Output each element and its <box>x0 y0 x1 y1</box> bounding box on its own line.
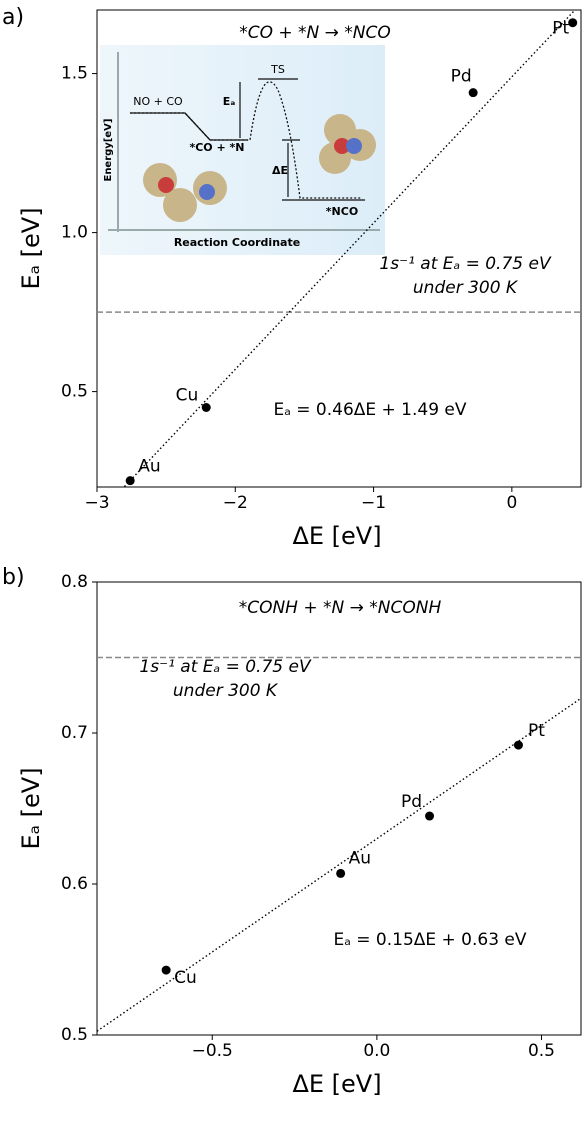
inset-label: ΔE <box>272 164 288 177</box>
inset-label: *NCO <box>326 205 358 218</box>
data-point <box>336 868 346 878</box>
y-tick-label: 0.6 <box>61 874 88 894</box>
fit-equation: Eₐ = 0.15ΔE + 0.63 eV <box>333 930 526 950</box>
threshold-label: under 300 K <box>173 681 279 701</box>
inset-x-label: Reaction Coordinate <box>174 236 300 249</box>
panel-label: b) <box>2 565 25 590</box>
fit-equation: Eₐ = 0.46ΔE + 1.49 eV <box>273 400 466 420</box>
data-point <box>161 965 171 975</box>
threshold-label: under 300 K <box>413 278 519 298</box>
inset-levels <box>130 78 365 201</box>
plot-frame <box>96 9 582 488</box>
inset-atom <box>346 138 362 154</box>
data-point <box>201 403 211 412</box>
inset-label: *CO + *N <box>189 141 244 154</box>
x-tick-label: −2 <box>223 493 248 513</box>
x-tick-label: −3 <box>84 493 109 513</box>
point-label: Cu <box>174 968 197 988</box>
inset-atom <box>334 138 350 154</box>
data-point <box>513 740 523 750</box>
inset-label: Eₐ <box>223 95 236 108</box>
inset-atom <box>163 188 197 222</box>
threshold-label: 1s⁻¹ at Eₐ = 0.75 eV <box>139 657 312 677</box>
data-point <box>568 18 578 28</box>
y-tick-label: 0.8 <box>61 572 88 592</box>
reaction-title: *CO + *N → *NCO <box>239 23 391 43</box>
y-tick-label: 1.5 <box>61 64 88 84</box>
x-tick-label: 0.0 <box>363 1041 390 1061</box>
point-label: Pt <box>552 19 569 39</box>
y-tick-label: 0.5 <box>61 382 88 402</box>
inset-profile <box>130 81 362 199</box>
inset-diagram: NO + CO TS Eₐ *CO + *N ΔE *NCO Energy[eV] React… <box>100 45 385 255</box>
x-tick-label: 0.5 <box>528 1041 555 1061</box>
inset-atom <box>199 184 215 200</box>
threshold-label: 1s⁻¹ at Eₐ = 0.75 eV <box>379 254 552 274</box>
inset-label: NO + CO <box>133 95 183 108</box>
x-axis-label: ΔE [eV] <box>292 522 381 550</box>
fit-line <box>97 697 582 1032</box>
data-point <box>425 811 435 821</box>
data-point <box>468 88 478 98</box>
y-tick-label: 1.0 <box>61 223 88 243</box>
y-tick-label: 0.7 <box>61 723 88 743</box>
x-axis-label: ΔE [eV] <box>292 1070 381 1098</box>
inset-arrows <box>239 82 289 197</box>
data-point <box>125 476 135 486</box>
plot-frame <box>96 581 582 1036</box>
point-label: Pt <box>528 721 545 741</box>
x-tick-label: −1 <box>361 493 386 513</box>
point-label: Pd <box>401 792 422 812</box>
point-label: Au <box>138 457 160 477</box>
reaction-title: *CONH + *N → *NCONH <box>239 598 442 618</box>
inset-atom <box>158 177 174 193</box>
panel-label: a) <box>2 5 24 30</box>
x-tick-label: −0.5 <box>192 1041 233 1061</box>
point-label: Cu <box>176 386 199 406</box>
y-axis-label: Eₐ [eV] <box>17 767 45 849</box>
point-label: Pd <box>451 67 472 87</box>
fit-line <box>123 10 576 487</box>
inset-y-label: Energy[eV] <box>103 118 114 181</box>
inset-label: TS <box>270 63 285 76</box>
y-tick-label: 0.5 <box>61 1025 88 1045</box>
x-tick-label: 0 <box>506 493 517 513</box>
point-label: Au <box>349 848 371 868</box>
y-axis-label: Eₐ [eV] <box>17 207 45 289</box>
